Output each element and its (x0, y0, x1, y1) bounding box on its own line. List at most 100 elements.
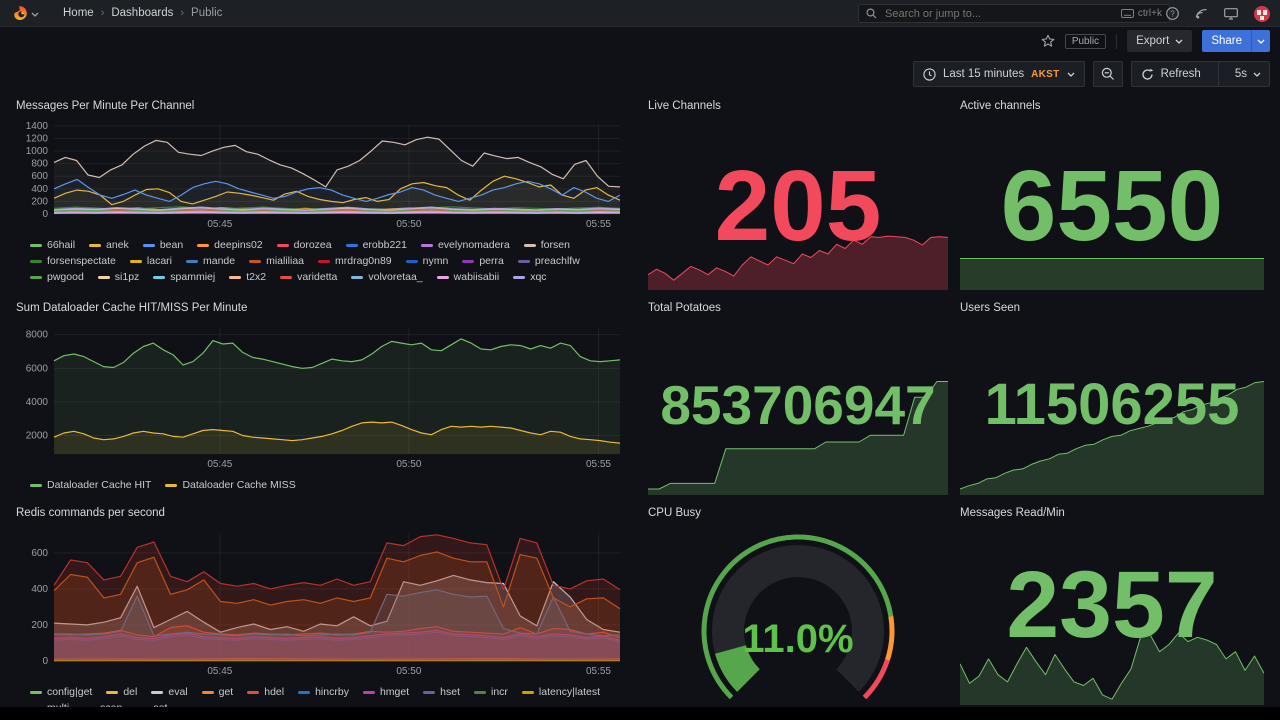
refresh-icon (1141, 68, 1153, 80)
legend-swatch (436, 275, 449, 279)
panel-title[interactable]: Redis commands per second (16, 507, 165, 519)
legend-label: preachlfw (534, 255, 580, 267)
legend-item[interactable]: nymn (405, 255, 448, 267)
svg-text:05:50: 05:50 (396, 219, 421, 230)
refresh-button[interactable]: Refresh (1132, 68, 1210, 81)
panel-title[interactable]: Live Channels (648, 100, 721, 112)
svg-text:1400: 1400 (26, 121, 49, 132)
legend-item[interactable]: dorozea (276, 239, 332, 251)
legend-item[interactable]: t2x2 (229, 271, 266, 283)
legend-item[interactable]: si1pz (97, 271, 139, 283)
legend-swatch (521, 690, 534, 694)
svg-text:4000: 4000 (26, 397, 49, 408)
export-button[interactable]: Export (1127, 30, 1193, 52)
legend-item[interactable]: del (106, 686, 137, 698)
legend-item[interactable]: wabiisabii (436, 271, 499, 283)
panel-title[interactable]: Messages Per Minute Per Channel (16, 100, 195, 112)
chevron-down-icon (1175, 39, 1183, 44)
panel-messages-read: Messages Read/Min 2357 (959, 505, 1265, 705)
news-icon[interactable] (1195, 7, 1208, 20)
legend-item[interactable]: perra (462, 255, 504, 267)
stat-sparkline (959, 630, 1265, 705)
svg-text:05:45: 05:45 (207, 666, 232, 677)
legend-item[interactable]: forsenspectate (30, 255, 116, 267)
svg-text:600: 600 (31, 171, 48, 182)
star-icon[interactable] (1041, 34, 1055, 48)
legend-swatch (30, 690, 42, 694)
svg-text:05:45: 05:45 (207, 219, 232, 230)
legend-item[interactable]: lacari (129, 255, 172, 267)
legend-item[interactable]: hincrby (298, 686, 349, 698)
legend-swatch (280, 275, 293, 279)
legend-swatch (351, 275, 364, 279)
legend-item[interactable]: latency|latest (521, 686, 600, 698)
legend-item[interactable]: hdel (247, 686, 284, 698)
legend-item[interactable]: forsen (523, 239, 570, 251)
chart-canvas[interactable]: 0 200 400 600 05:45 05:50 05:55 (16, 529, 628, 679)
panel-title[interactable]: CPU Busy (648, 507, 702, 519)
panel-title[interactable]: Total Potatoes (648, 302, 721, 314)
legend-swatch (151, 690, 164, 694)
legend-swatch (129, 259, 142, 263)
legend-item[interactable]: hmget (362, 686, 409, 698)
svg-text:0: 0 (42, 656, 48, 667)
zoom-out-button[interactable] (1092, 61, 1123, 87)
share-button[interactable]: Share (1202, 30, 1251, 52)
legend-item[interactable]: get (201, 686, 233, 698)
legend-item[interactable]: anek (89, 239, 129, 251)
legend-swatch (185, 259, 198, 263)
legend-swatch (276, 243, 289, 247)
svg-text:05:55: 05:55 (586, 459, 611, 470)
breadcrumb-dashboards[interactable]: Dashboards (111, 7, 174, 19)
legend-item[interactable]: Dataloader Cache HIT (30, 479, 151, 491)
legend-item[interactable]: 66hail (30, 239, 75, 251)
legend-swatch (517, 259, 530, 263)
stat-value: 853706947 (660, 374, 936, 436)
legend-item[interactable]: hset (423, 686, 460, 698)
share-menu-caret[interactable] (1251, 30, 1270, 52)
legend-label: deepins02 (214, 239, 263, 251)
legend-swatch (362, 690, 375, 694)
legend-item[interactable]: config|get (30, 686, 92, 698)
svg-text:400: 400 (31, 584, 48, 595)
chart-canvas[interactable]: 0 200 400 600 800 1000 1200 1400 05:45 05:50 05:55 (16, 120, 628, 232)
legend-item[interactable]: volvoretaa_ (351, 271, 423, 283)
grafana-logo-button[interactable] (12, 4, 39, 22)
panel-title[interactable]: Active channels (960, 100, 1041, 112)
breadcrumb-home[interactable]: Home (63, 7, 94, 19)
legend-item[interactable]: preachlfw (517, 255, 580, 267)
legend-item[interactable]: Dataloader Cache MISS (165, 479, 296, 491)
legend-item[interactable]: spammiej (153, 271, 215, 283)
panel-title[interactable]: Users Seen (960, 302, 1021, 314)
dashboard-tag[interactable]: Public (1064, 33, 1107, 49)
legend-swatch (318, 259, 331, 263)
legend-item[interactable]: incr (474, 686, 508, 698)
timezone-badge: AKST (1031, 68, 1060, 80)
legend-item[interactable]: bean (142, 239, 183, 251)
legend-item[interactable]: evelynomadera (420, 239, 510, 251)
kiosk-monitor-icon[interactable] (1224, 7, 1238, 20)
user-avatar[interactable] (1254, 5, 1270, 22)
chart-canvas[interactable]: 2000 4000 6000 8000 05:45 05:50 05:55 (16, 324, 628, 472)
legend-item[interactable]: varidetta (280, 271, 337, 283)
search-input[interactable] (883, 6, 1115, 21)
legend-label: perra (479, 255, 504, 267)
help-icon[interactable]: ? (1166, 7, 1179, 20)
legend-item[interactable]: xqc (513, 271, 547, 283)
legend-label: mrdrag0n89 (335, 255, 392, 267)
panel-title[interactable]: Messages Read/Min (960, 507, 1065, 519)
refresh-interval-picker[interactable]: 5s (1227, 68, 1269, 80)
search-box[interactable]: ctrl+k (858, 4, 1170, 23)
panel-title[interactable]: Sum Dataloader Cache HIT/MISS Per Minute (16, 302, 248, 314)
legend-item[interactable]: mrdrag0n89 (318, 255, 392, 267)
legend-item[interactable]: mande (185, 255, 235, 267)
legend-label: varidetta (297, 271, 338, 283)
legend-item[interactable]: mialiliaa (249, 255, 304, 267)
time-range-picker[interactable]: Last 15 minutes AKST (912, 61, 1085, 87)
svg-text:600: 600 (31, 548, 48, 559)
legend-item[interactable]: erobb221 (345, 239, 407, 251)
legend-item[interactable]: eval (151, 686, 188, 698)
legend-item[interactable]: pwgood (30, 271, 84, 283)
legend-item[interactable]: deepins02 (197, 239, 263, 251)
